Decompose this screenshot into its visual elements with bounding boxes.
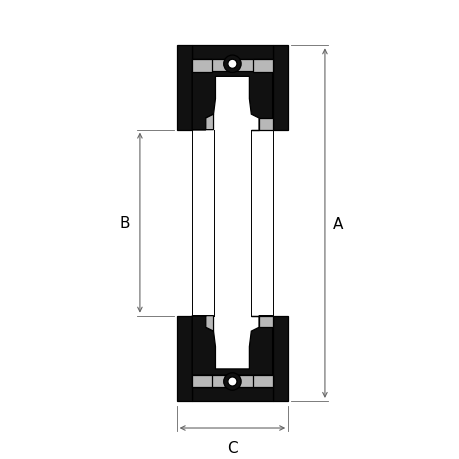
Polygon shape bbox=[192, 387, 272, 401]
Text: B: B bbox=[119, 216, 130, 230]
Circle shape bbox=[223, 56, 241, 73]
Circle shape bbox=[223, 373, 241, 390]
Polygon shape bbox=[253, 375, 272, 387]
Circle shape bbox=[227, 377, 236, 386]
Polygon shape bbox=[192, 46, 272, 60]
Polygon shape bbox=[176, 46, 192, 130]
Polygon shape bbox=[272, 316, 287, 401]
Polygon shape bbox=[253, 60, 272, 73]
Text: A: A bbox=[332, 216, 342, 231]
Polygon shape bbox=[251, 316, 272, 328]
Polygon shape bbox=[192, 115, 213, 130]
Polygon shape bbox=[192, 60, 272, 73]
Polygon shape bbox=[192, 60, 211, 73]
Circle shape bbox=[227, 60, 236, 69]
Polygon shape bbox=[272, 46, 287, 130]
Polygon shape bbox=[192, 316, 213, 331]
Text: C: C bbox=[227, 440, 237, 455]
Polygon shape bbox=[251, 119, 272, 130]
Polygon shape bbox=[192, 375, 211, 387]
Polygon shape bbox=[192, 316, 272, 375]
Polygon shape bbox=[192, 73, 272, 130]
Polygon shape bbox=[192, 375, 272, 387]
Polygon shape bbox=[176, 316, 192, 401]
